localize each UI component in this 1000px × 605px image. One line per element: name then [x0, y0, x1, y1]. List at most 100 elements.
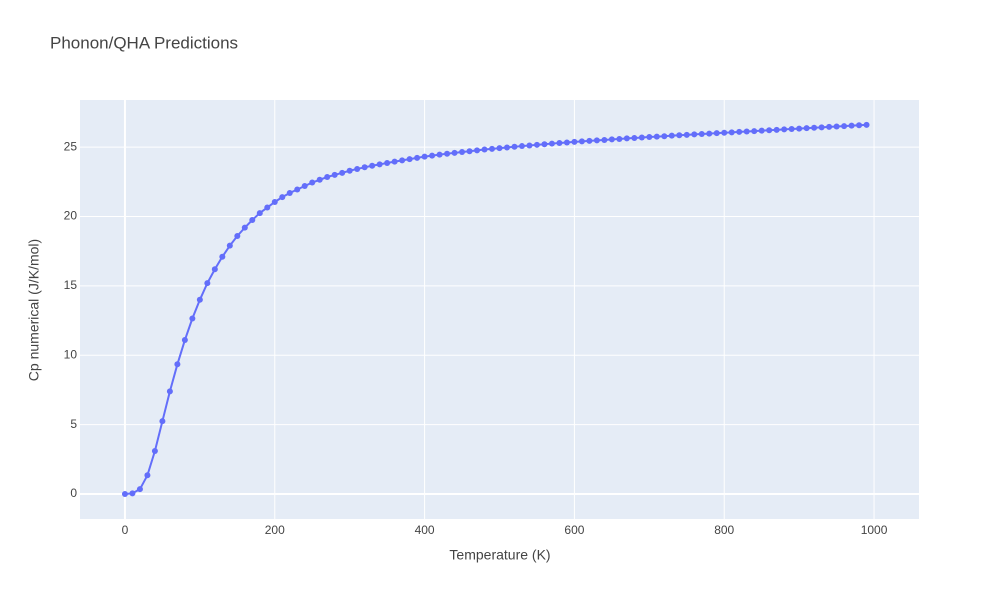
data-point [181, 337, 188, 344]
data-point [556, 140, 563, 147]
data-point [211, 266, 218, 273]
data-point [676, 132, 683, 139]
data-point [256, 210, 263, 217]
data-point [661, 133, 668, 140]
data-point [541, 141, 548, 148]
data-point [826, 123, 833, 130]
data-point [841, 123, 848, 130]
y-tick-label: 25 [64, 139, 78, 153]
data-point [653, 133, 660, 140]
data-point [361, 164, 368, 171]
data-point [301, 183, 308, 190]
y-tick-label: 15 [64, 278, 78, 292]
data-point [796, 125, 803, 132]
data-point [691, 131, 698, 138]
data-point [144, 472, 151, 479]
data-point [384, 159, 391, 166]
data-point [166, 388, 173, 395]
data-point [856, 122, 863, 129]
data-point [863, 121, 870, 128]
data-point [811, 124, 818, 131]
data-point [421, 153, 428, 160]
chart-title: Phonon/QHA Predictions [50, 33, 238, 52]
data-point [766, 127, 773, 134]
data-point [489, 145, 496, 152]
data-point [369, 162, 376, 169]
data-point [241, 224, 248, 231]
data-point [818, 124, 825, 131]
data-point [781, 126, 788, 133]
data-point [391, 158, 398, 165]
data-point [803, 125, 810, 132]
data-point [608, 136, 615, 143]
x-tick-label: 600 [564, 523, 584, 537]
data-point [346, 167, 353, 174]
data-point [279, 194, 286, 201]
data-point [286, 189, 293, 196]
data-point [294, 186, 301, 193]
data-point [728, 129, 735, 136]
data-point [548, 140, 555, 147]
data-point [309, 179, 316, 186]
data-point [593, 137, 600, 144]
data-point [721, 129, 728, 136]
x-tick-label: 0 [122, 523, 129, 537]
data-point [518, 143, 525, 150]
data-point [743, 128, 750, 135]
data-point [623, 135, 630, 142]
data-point [196, 296, 203, 303]
data-point [136, 486, 143, 493]
data-point [481, 146, 488, 153]
data-point [706, 130, 713, 137]
data-point [586, 137, 593, 144]
x-axis-title: Temperature (K) [449, 547, 550, 563]
data-point [571, 138, 578, 145]
data-point [474, 147, 481, 154]
data-point [683, 131, 690, 138]
data-point [159, 418, 166, 425]
data-point [249, 217, 256, 224]
data-point [833, 123, 840, 130]
data-point [354, 165, 361, 172]
data-point [496, 145, 503, 152]
x-tick-label: 400 [415, 523, 435, 537]
data-point [316, 176, 323, 183]
data-point [151, 448, 158, 455]
x-tick-label: 1000 [861, 523, 888, 537]
y-tick-label: 20 [64, 209, 78, 223]
data-point [563, 139, 570, 146]
data-point [414, 154, 421, 161]
data-point [324, 174, 331, 181]
data-point [129, 490, 136, 497]
data-point [533, 141, 540, 148]
plot-area [80, 100, 919, 519]
data-point [406, 156, 413, 163]
y-tick-label: 0 [70, 486, 77, 500]
data-point [758, 127, 765, 134]
data-point [174, 361, 181, 368]
data-point [444, 150, 451, 157]
data-point [646, 134, 653, 141]
y-tick-label: 5 [70, 417, 77, 431]
series-line [124, 123, 867, 496]
data-point [451, 149, 458, 156]
data-point [339, 169, 346, 176]
data-point [429, 152, 436, 159]
data-point [219, 253, 226, 260]
data-point [526, 142, 533, 149]
data-point [459, 149, 466, 156]
data-point [578, 138, 585, 145]
data-point [616, 135, 623, 142]
data-point [399, 157, 406, 164]
data-point [668, 132, 675, 139]
marks [121, 121, 870, 498]
data-point [264, 204, 271, 211]
data-point [511, 143, 518, 150]
data-point [466, 148, 473, 155]
data-point [204, 280, 211, 287]
data-point [698, 130, 705, 137]
data-point [713, 130, 720, 137]
data-point [226, 242, 233, 249]
data-point [271, 198, 278, 205]
